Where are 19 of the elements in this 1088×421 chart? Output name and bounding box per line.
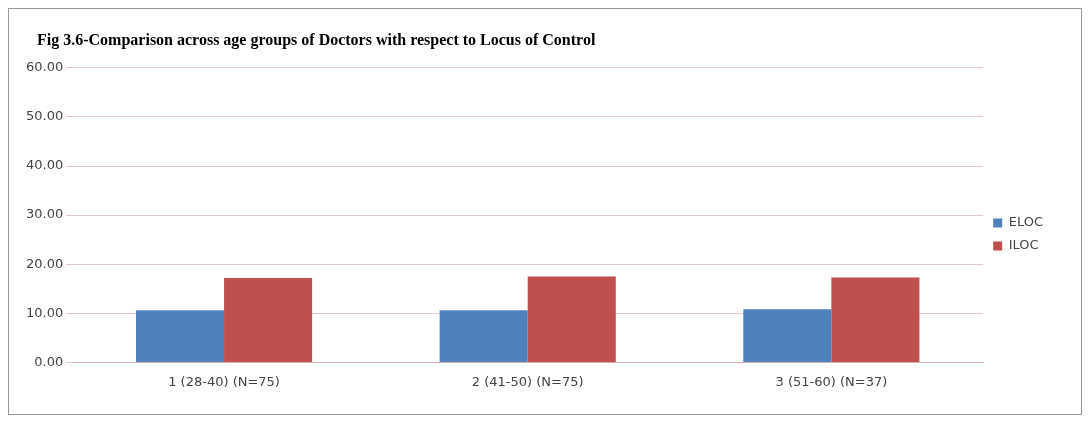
chart-title: Fig 3.6-Comparison across age groups of Doctors with respect to Locus of Control — [37, 31, 596, 49]
x-tick-label: 2 (41-50) (N=75) — [471, 373, 584, 389]
x-tick-label: 3 (51-60) (N=37) — [775, 373, 888, 389]
bar — [439, 310, 528, 362]
y-tick-label: 20.00 — [26, 255, 64, 271]
bar — [224, 277, 313, 362]
y-tick-label: 10.00 — [26, 304, 64, 320]
bar — [831, 277, 920, 362]
y-tick-label: 40.00 — [26, 157, 64, 173]
y-tick-label: 60.00 — [26, 59, 64, 75]
bar — [743, 309, 832, 362]
bar — [527, 276, 616, 362]
legend-label: ELOC — [1008, 214, 1044, 230]
y-tick-label: 50.00 — [26, 108, 64, 124]
y-tick-label: 0.00 — [34, 353, 64, 369]
x-tick-label: 1 (28-40) (N=75) — [168, 373, 280, 389]
bar — [135, 310, 225, 362]
legend-label: ILOC — [1008, 237, 1039, 253]
y-tick-label: 30.00 — [26, 206, 64, 222]
